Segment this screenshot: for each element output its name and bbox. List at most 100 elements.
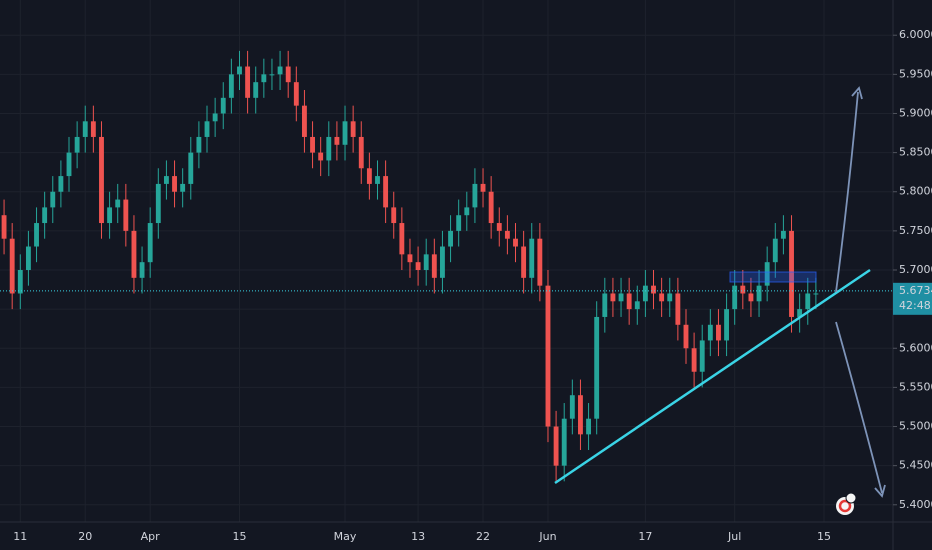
candle-body — [147, 223, 153, 263]
candle-body — [618, 293, 624, 302]
candle-body — [415, 262, 421, 270]
candle-body — [529, 238, 535, 278]
y-tick-label: 5.4000 — [899, 498, 932, 511]
candle-body — [464, 207, 470, 216]
candle-body — [610, 293, 616, 302]
candle-body — [642, 285, 648, 302]
candle-body — [285, 66, 291, 83]
candle-body — [586, 418, 592, 435]
y-tick-label: 5.8500 — [899, 146, 932, 159]
candle-body — [772, 238, 778, 263]
candle-body — [496, 223, 502, 231]
arrow-down-head — [874, 484, 886, 498]
candle-body — [293, 82, 299, 106]
arrow-up-head — [851, 86, 863, 100]
candle-body — [350, 121, 356, 137]
candle-body — [228, 74, 234, 98]
x-tick-label: 20 — [78, 530, 92, 543]
y-tick-label: 5.7500 — [899, 224, 932, 237]
candle-body — [521, 246, 527, 278]
candle-body — [115, 199, 121, 208]
candle-body — [748, 293, 754, 302]
last-price-box — [893, 282, 932, 315]
candle-body — [310, 136, 315, 153]
candle-body — [594, 316, 600, 419]
y-tick-label: 5.5500 — [899, 380, 932, 393]
candle-body — [90, 121, 96, 137]
axes: 5.40005.45005.50005.55005.60005.65005.70… — [13, 28, 932, 543]
candle-body — [488, 191, 494, 224]
y-tick-label: 5.4500 — [899, 459, 932, 472]
y-tick-label: 5.9500 — [899, 67, 932, 80]
candle-body — [472, 183, 478, 208]
candle-body — [716, 324, 721, 341]
candle-body — [123, 199, 129, 231]
candle-body — [358, 136, 364, 169]
candle-body — [1, 215, 7, 239]
arrow-up — [835, 91, 859, 293]
candle-body — [131, 230, 137, 278]
candle-body — [448, 230, 453, 247]
candle-body — [407, 254, 413, 263]
candle-body — [675, 293, 681, 325]
logo-icon[interactable] — [836, 492, 857, 515]
x-tick-label: 15 — [817, 530, 831, 543]
candle-body — [423, 254, 429, 270]
x-tick-label: 17 — [638, 530, 652, 543]
candle-body — [58, 176, 64, 192]
candle-body — [366, 168, 372, 184]
zone-box — [729, 271, 817, 283]
candle-body — [553, 426, 559, 466]
candle-body — [456, 215, 462, 231]
arrow-down — [835, 321, 883, 494]
candle-body — [399, 223, 405, 255]
candles — [0, 50, 893, 482]
x-tick-label: 11 — [13, 530, 27, 543]
candle-body — [155, 183, 161, 224]
countdown-label: 42:48 — [899, 299, 931, 312]
candle-body — [569, 395, 575, 419]
candle-body — [269, 74, 275, 76]
candle-body — [261, 74, 267, 83]
candle-body — [375, 176, 380, 184]
candle-body — [212, 113, 218, 122]
candle-body — [334, 136, 340, 145]
candle-body — [651, 285, 656, 294]
candle-body — [82, 121, 88, 137]
candle-body — [107, 207, 113, 224]
candle-body — [756, 285, 762, 302]
candle-body — [180, 183, 186, 192]
candle-body — [172, 176, 177, 192]
candle-body — [204, 121, 210, 137]
candle-body — [789, 230, 794, 317]
x-tick-label: 13 — [411, 530, 425, 543]
candle-body — [634, 301, 640, 310]
y-tick-label: 5.5000 — [899, 420, 932, 433]
candle-body — [740, 285, 746, 294]
candle-body — [253, 82, 259, 98]
candle-body — [99, 136, 104, 224]
candle-body — [277, 66, 283, 75]
candle-body — [163, 176, 169, 184]
y-tick-label: 5.8000 — [899, 185, 932, 198]
x-tick-label: 15 — [232, 530, 246, 543]
y-tick-label: 5.6000 — [899, 341, 932, 354]
candle-body — [667, 293, 673, 302]
candle-body — [797, 309, 803, 317]
candle-body — [9, 238, 15, 294]
y-tick-label: 5.7000 — [899, 263, 932, 276]
y-tick-label: 6.0000 — [899, 28, 932, 41]
candle-body — [188, 152, 194, 184]
candle-body — [780, 230, 786, 239]
candle-body — [245, 66, 251, 98]
candle-body — [34, 223, 39, 247]
candle-body — [50, 191, 56, 208]
x-tick-label: May — [334, 530, 357, 543]
candle-body — [537, 238, 543, 286]
candle-body — [440, 246, 445, 278]
candle-body — [301, 105, 307, 137]
candle-body — [764, 262, 770, 286]
candle-body — [237, 66, 242, 75]
